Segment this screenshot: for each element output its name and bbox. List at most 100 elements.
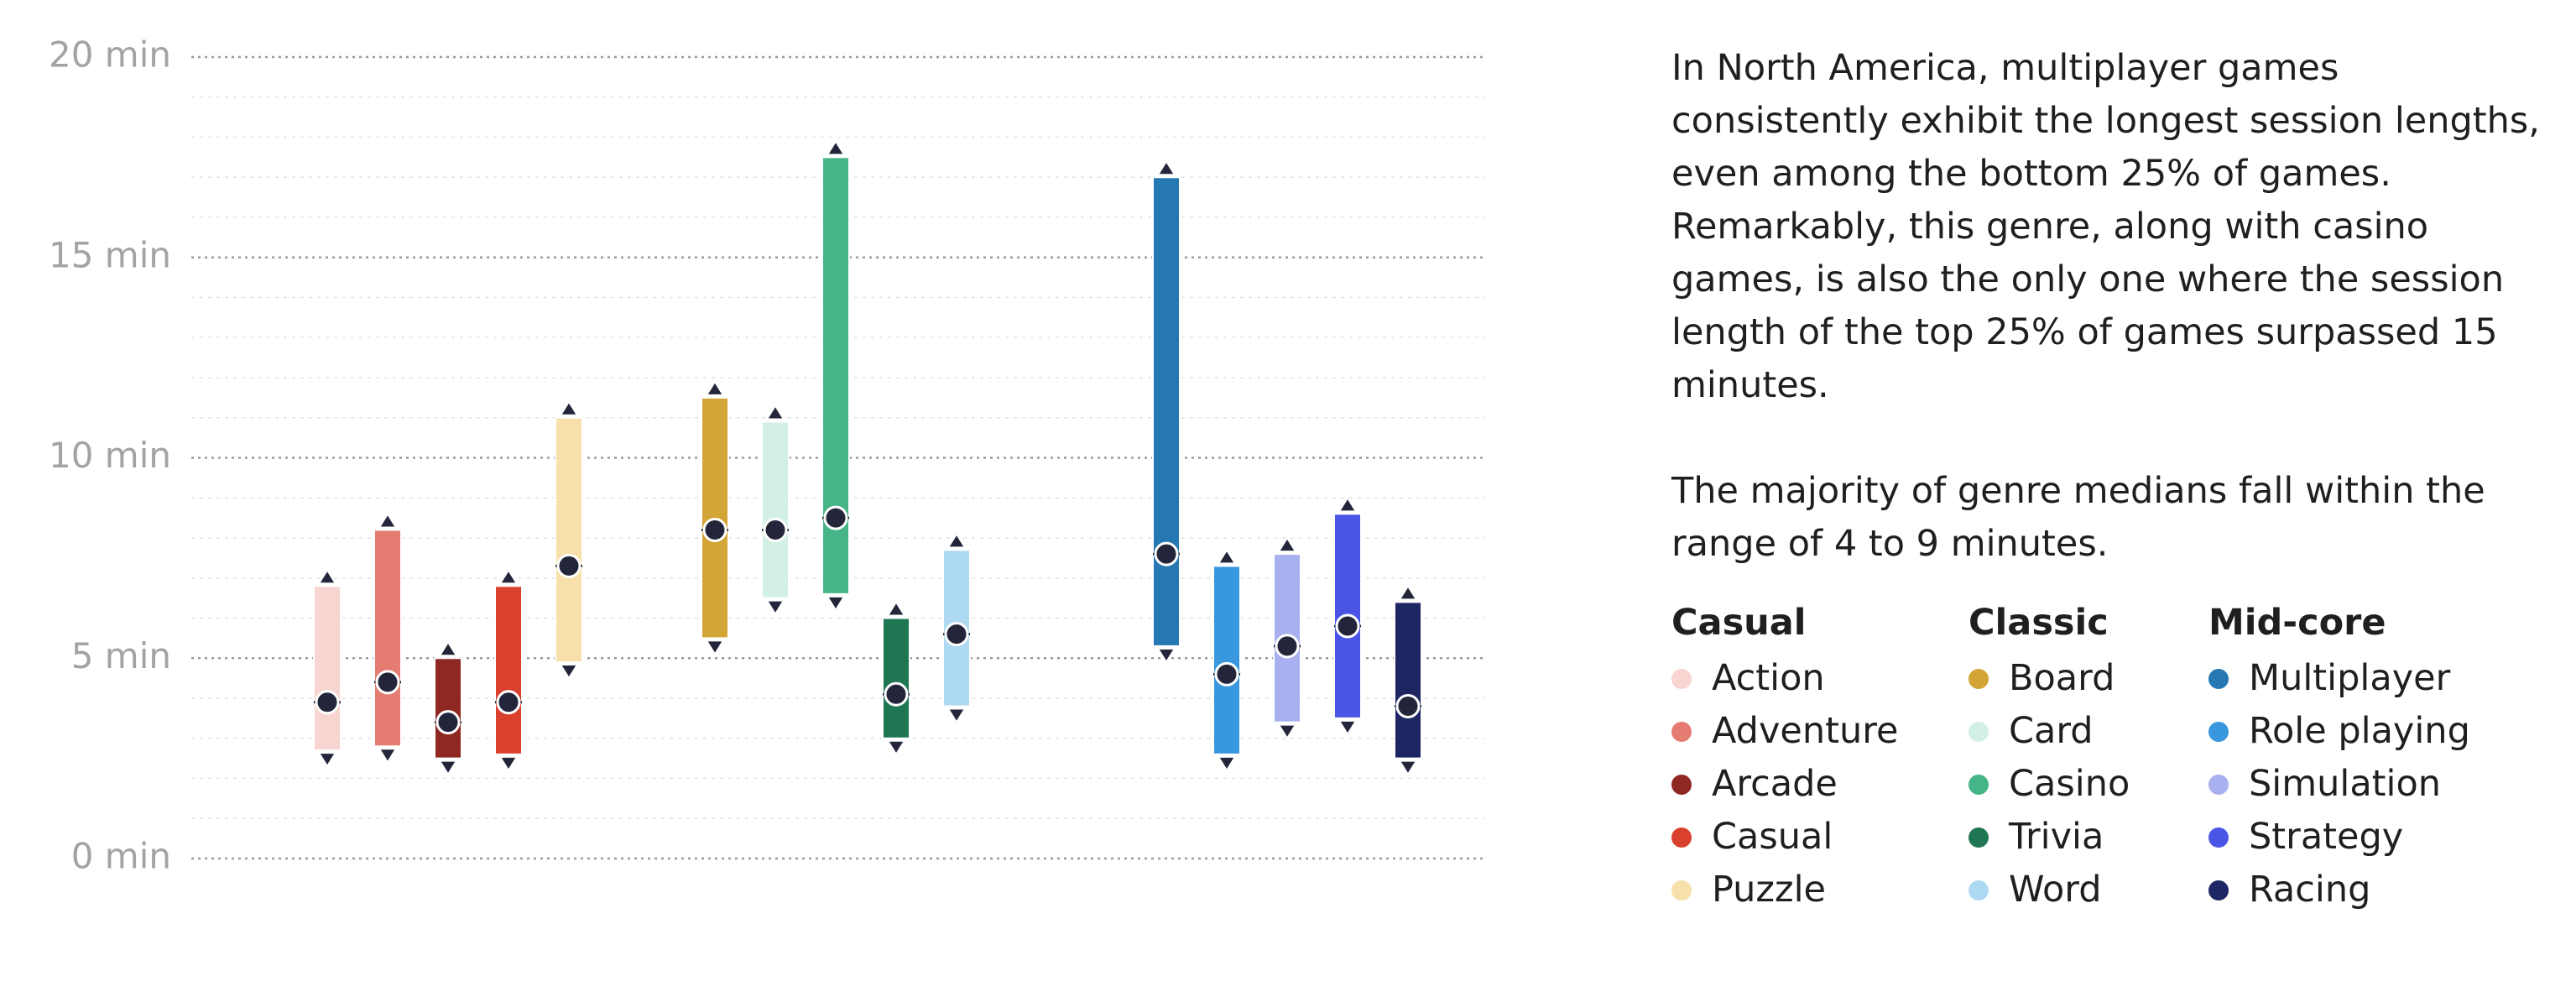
low-marker-adventure: [378, 748, 398, 765]
low-marker-trivia: [886, 739, 906, 756]
legend-item-word: Word: [1969, 864, 2208, 916]
legend-swatch: [1671, 880, 1692, 900]
legend-swatch: [1969, 774, 1989, 795]
range-bar-adventure: [373, 512, 402, 765]
range-rect-racing: [1394, 601, 1422, 759]
legend-item-strategy: Strategy: [2208, 811, 2460, 864]
high-marker-casual: [498, 568, 519, 585]
range-bar-simulation: [1273, 536, 1301, 740]
legend-label: Board: [2009, 657, 2115, 699]
low-marker-puzzle: [559, 664, 579, 680]
legend-item-card: Card: [1969, 705, 2208, 758]
median-dot-simulation: [1275, 634, 1300, 659]
median-dot-trivia: [884, 681, 909, 707]
legend-item-board: Board: [1969, 652, 2208, 705]
high-marker-arcade: [438, 640, 458, 657]
legend-swatch: [2208, 668, 2229, 689]
legend-swatch: [2208, 827, 2229, 848]
range-rect-casual: [494, 585, 523, 755]
median-dot-strategy: [1335, 613, 1360, 639]
high-marker-adventure: [378, 512, 398, 529]
legend-swatch: [2208, 880, 2229, 900]
high-marker-puzzle: [559, 399, 579, 416]
legend-label: Multiplayer: [2249, 657, 2451, 699]
legend-label: Puzzle: [1712, 869, 1826, 911]
range-bar-multiplayer: [1152, 159, 1181, 664]
annotation-text-panel: In North America, multiplayer games cons…: [1671, 42, 2561, 624]
low-marker-arcade: [438, 759, 458, 776]
y-tick-label: 5 min: [71, 635, 171, 676]
low-marker-card: [765, 599, 785, 616]
legend-item-trivia: Trivia: [1969, 811, 2208, 864]
legend-label: Word: [2009, 869, 2102, 911]
range-bar-casino: [821, 139, 850, 612]
median-dot-casino: [823, 505, 848, 530]
high-marker-board: [705, 379, 725, 396]
median-dot-racing: [1395, 694, 1421, 719]
annotation-paragraph-2: The majority of genre medians fall withi…: [1671, 470, 2485, 565]
legend-group-title: Mid-core: [2208, 602, 2386, 644]
range-rect-trivia: [882, 617, 910, 739]
median-dot-board: [702, 517, 727, 542]
legend-swatch: [2208, 774, 2229, 795]
range-bar-racing: [1394, 584, 1422, 776]
high-marker-casino: [826, 139, 846, 156]
low-marker-word: [946, 707, 967, 724]
legend-group-casual: Casual Action Adventure Arcade Casual Pu…: [1671, 598, 1969, 916]
high-marker-word: [946, 532, 967, 549]
range-bars: [313, 139, 1422, 776]
low-marker-action: [317, 752, 337, 768]
y-tick-label: 10 min: [49, 435, 171, 476]
high-marker-role-playing: [1217, 548, 1237, 565]
legend-swatch: [1671, 774, 1692, 795]
range-rect-role-playing: [1212, 565, 1241, 755]
range-bar-action: [313, 568, 342, 768]
legend: Casual Action Adventure Arcade Casual Pu…: [1671, 598, 2470, 916]
legend-label: Trivia: [2009, 816, 2104, 858]
legend-label: Strategy: [2249, 816, 2404, 858]
median-dot-puzzle: [556, 553, 581, 578]
legend-label: Role playing: [2249, 710, 2470, 752]
legend-item-puzzle: Puzzle: [1671, 864, 1969, 916]
range-rect-arcade: [434, 657, 462, 759]
legend-item-role-playing: Role playing: [2208, 705, 2470, 758]
low-marker-role-playing: [1217, 755, 1237, 772]
legend-item-arcade: Arcade: [1671, 758, 1969, 811]
legend-item-action: Action: [1671, 652, 1969, 705]
legend-group-classic: Classic Board Card Casino Trivia Word: [1969, 598, 2208, 916]
high-marker-racing: [1398, 584, 1418, 601]
legend-group-title: Classic: [1969, 602, 2109, 644]
low-marker-simulation: [1277, 723, 1297, 740]
legend-swatch: [1671, 668, 1692, 689]
legend-label: Casual: [1712, 816, 1833, 858]
range-chart: 0 min 5 min 10 min 15 min 20 min: [49, 34, 1485, 877]
high-marker-trivia: [886, 600, 906, 617]
median-dot-role-playing: [1214, 661, 1239, 686]
y-tick-label: 15 min: [49, 234, 171, 275]
legend-item-multiplayer: Multiplayer: [2208, 652, 2460, 705]
legend-item-simulation: Simulation: [2208, 758, 2460, 811]
range-bar-word: [942, 532, 971, 724]
range-bar-card: [761, 404, 790, 616]
range-bar-role-playing: [1212, 548, 1241, 772]
legend-swatch: [1671, 721, 1692, 742]
legend-item-adventure: Adventure: [1671, 705, 1969, 758]
legend-label: Action: [1712, 657, 1825, 699]
legend-group-title: Casual: [1671, 602, 1807, 644]
median-dot-multiplayer: [1154, 541, 1179, 566]
legend-item-racing: Racing: [2208, 864, 2460, 916]
low-marker-racing: [1398, 759, 1418, 776]
legend-swatch: [1969, 880, 1989, 900]
annotation-paragraph-1: In North America, multiplayer games cons…: [1671, 47, 2540, 406]
median-dot-arcade: [435, 710, 461, 735]
high-marker-strategy: [1338, 496, 1358, 513]
median-dot-word: [944, 622, 969, 647]
low-marker-board: [705, 639, 725, 656]
high-marker-multiplayer: [1156, 159, 1176, 176]
range-rect-puzzle: [555, 416, 583, 664]
median-dot-casual: [496, 690, 521, 715]
range-rect-action: [313, 585, 342, 752]
high-marker-simulation: [1277, 536, 1297, 553]
median-dot-adventure: [375, 670, 400, 695]
range-rect-card: [761, 420, 790, 599]
